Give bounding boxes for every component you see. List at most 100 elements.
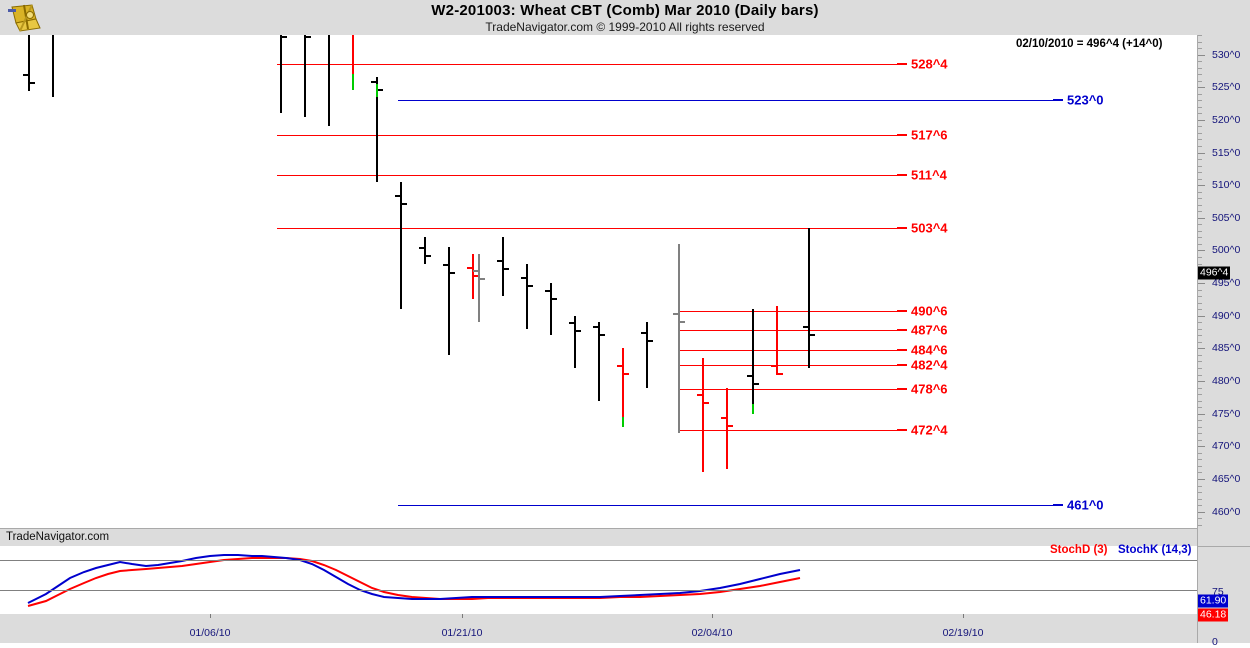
price-level-dash — [897, 310, 907, 312]
ohlc-bar — [526, 264, 528, 329]
page-title: W2-201003: Wheat CBT (Comb) Mar 2010 (Da… — [0, 2, 1250, 19]
price-axis-minor-tick — [1198, 290, 1202, 291]
price-axis-label: 515^0 — [1212, 147, 1240, 159]
price-axis-minor-tick — [1198, 68, 1202, 69]
ohlc-bar — [646, 322, 648, 387]
price-level-label: 511^4 — [911, 168, 947, 183]
price-axis-minor-tick — [1198, 74, 1202, 75]
price-level-label: 482^4 — [911, 357, 948, 372]
price-axis-label: 485^0 — [1212, 342, 1240, 354]
watermark-strip: TradeNavigator.com — [0, 528, 1198, 548]
ohlc-bar — [328, 35, 330, 126]
bar-open-tick — [473, 270, 478, 272]
price-axis-minor-tick — [1198, 42, 1202, 43]
ohlc-bar — [472, 254, 474, 300]
band-level-line — [398, 100, 1053, 101]
bar-high-low — [646, 322, 648, 387]
price-axis-minor-tick — [1198, 459, 1202, 460]
price-axis-minor-tick — [1198, 472, 1202, 473]
ohlc-bar — [280, 35, 282, 113]
price-axis-tick — [1198, 512, 1205, 513]
price-axis-minor-tick — [1198, 427, 1202, 428]
price-level-dash — [897, 429, 907, 431]
bar-close-tick — [600, 334, 605, 336]
price-level-dash — [897, 63, 907, 65]
bar-open-tick — [521, 277, 526, 279]
price-axis-label: 480^0 — [1212, 375, 1240, 387]
stoch-gridline-upper — [0, 560, 1197, 561]
bar-green-marker — [352, 74, 354, 90]
bar-open-tick — [371, 81, 376, 83]
price-level-label: 478^6 — [911, 382, 948, 397]
price-axis-label: 460^0 — [1212, 506, 1240, 518]
price-axis-minor-tick — [1198, 492, 1202, 493]
ohlc-bar — [574, 316, 576, 368]
ohlc-bar — [702, 358, 704, 472]
price-axis-minor-tick — [1198, 61, 1202, 62]
price-level-dash — [897, 134, 907, 136]
date-axis-label: 02/19/10 — [943, 627, 984, 639]
resistance-level-line — [678, 430, 897, 431]
bar-high-low — [752, 309, 754, 413]
bar-high-low — [52, 35, 54, 97]
price-level-label: 517^6 — [911, 127, 948, 142]
band-level-line — [398, 505, 1053, 506]
bar-green-marker — [622, 417, 624, 427]
price-level-label: 484^6 — [911, 343, 948, 358]
price-axis-minor-tick — [1198, 368, 1202, 369]
price-axis-minor-tick — [1198, 486, 1202, 487]
bar-open-tick — [545, 290, 550, 292]
bar-open-tick — [569, 322, 574, 324]
price-chart-pane[interactable] — [0, 35, 1198, 528]
price-axis-label: 490^0 — [1212, 310, 1240, 322]
price-axis-minor-tick — [1198, 179, 1202, 180]
price-axis-tick — [1198, 446, 1205, 447]
stoch-d-value-tag: 46.18 — [1198, 609, 1228, 622]
bar-high-low — [478, 254, 480, 323]
bar-high-low — [280, 35, 282, 113]
watermark-text: TradeNavigator.com — [6, 531, 109, 543]
price-axis-minor-tick — [1198, 159, 1202, 160]
price-axis-minor-tick — [1198, 205, 1202, 206]
bar-close-tick — [282, 36, 287, 38]
price-axis-minor-tick — [1198, 518, 1202, 519]
bar-close-tick — [728, 425, 733, 427]
bar-close-tick — [426, 255, 431, 257]
price-axis-minor-tick — [1198, 355, 1202, 356]
bar-high-low — [424, 237, 426, 263]
price-axis-minor-tick — [1198, 166, 1202, 167]
date-axis-tick — [963, 614, 964, 618]
ohlc-bar — [752, 309, 754, 413]
bar-close-tick — [504, 268, 509, 270]
price-axis-minor-tick — [1198, 146, 1202, 147]
bar-green-marker — [376, 84, 378, 97]
price-axis-minor-tick — [1198, 303, 1202, 304]
bar-open-tick — [771, 365, 776, 367]
price-level-label: 461^0 — [1067, 498, 1104, 513]
price-axis-minor-tick — [1198, 388, 1202, 389]
price-axis-minor-tick — [1198, 296, 1202, 297]
price-level-dash — [1053, 99, 1063, 101]
bar-high-low — [550, 283, 552, 335]
price-axis-tick — [1198, 218, 1205, 219]
price-level-dash — [897, 388, 907, 390]
price-axis-minor-tick — [1198, 94, 1202, 95]
ohlc-bar — [726, 388, 728, 470]
stochastic-pane[interactable] — [0, 546, 1198, 615]
price-axis-label: 530^0 — [1212, 49, 1240, 61]
ohlc-bar — [808, 228, 810, 368]
stoch-k-value-tag: 61.90 — [1198, 595, 1228, 608]
bar-close-tick — [754, 383, 759, 385]
price-level-label: 490^6 — [911, 303, 948, 318]
price-axis-minor-tick — [1198, 237, 1202, 238]
price-axis-minor-tick — [1198, 35, 1202, 36]
bar-close-tick — [528, 285, 533, 287]
price-axis-minor-tick — [1198, 525, 1202, 526]
price-level-dash — [897, 349, 907, 351]
ohlc-bar — [304, 35, 306, 117]
current-price-tag: 496^4 — [1198, 267, 1230, 280]
stoch-d-legend: StochD (3) — [1050, 544, 1108, 556]
price-axis-tick — [1198, 87, 1205, 88]
